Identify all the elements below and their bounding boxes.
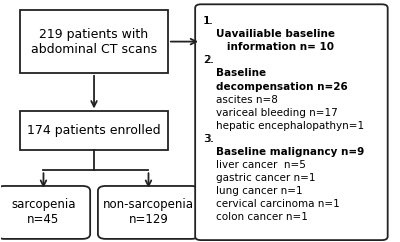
Text: lung cancer n=1: lung cancer n=1 bbox=[216, 186, 302, 196]
Text: 1.: 1. bbox=[204, 16, 214, 26]
Text: 219 patients with
abdominal CT scans: 219 patients with abdominal CT scans bbox=[31, 28, 157, 56]
FancyBboxPatch shape bbox=[98, 186, 199, 239]
Text: hepatic encephalopathyn=1: hepatic encephalopathyn=1 bbox=[216, 121, 364, 131]
FancyBboxPatch shape bbox=[20, 111, 168, 150]
Text: cervical carcinoma n=1: cervical carcinoma n=1 bbox=[216, 199, 340, 209]
Text: non-sarcopenia
n=129: non-sarcopenia n=129 bbox=[103, 198, 194, 227]
Text: 2.: 2. bbox=[204, 55, 214, 65]
Text: variceal bleeding n=17: variceal bleeding n=17 bbox=[216, 108, 338, 118]
Text: Baseline malignancy n=9: Baseline malignancy n=9 bbox=[216, 147, 364, 157]
Text: 2.: 2. bbox=[203, 55, 213, 65]
Text: decompensation n=26: decompensation n=26 bbox=[216, 82, 348, 91]
FancyBboxPatch shape bbox=[0, 186, 90, 239]
Text: Baseline: Baseline bbox=[216, 68, 266, 78]
Text: colon cancer n=1: colon cancer n=1 bbox=[216, 212, 308, 222]
Text: 1.: 1. bbox=[203, 16, 213, 26]
Text: liver cancer  n=5: liver cancer n=5 bbox=[216, 160, 306, 170]
Text: information n= 10: information n= 10 bbox=[216, 42, 334, 52]
Text: Uavailiable baseline: Uavailiable baseline bbox=[216, 29, 335, 39]
FancyBboxPatch shape bbox=[20, 10, 168, 73]
Text: gastric cancer n=1: gastric cancer n=1 bbox=[216, 173, 315, 183]
Text: 3.: 3. bbox=[203, 134, 213, 144]
Text: sarcopenia
n=45: sarcopenia n=45 bbox=[11, 198, 76, 227]
Text: 3.: 3. bbox=[204, 134, 214, 144]
Text: ascites n=8: ascites n=8 bbox=[216, 95, 278, 105]
FancyBboxPatch shape bbox=[195, 4, 388, 240]
Text: 174 patients enrolled: 174 patients enrolled bbox=[27, 124, 161, 137]
